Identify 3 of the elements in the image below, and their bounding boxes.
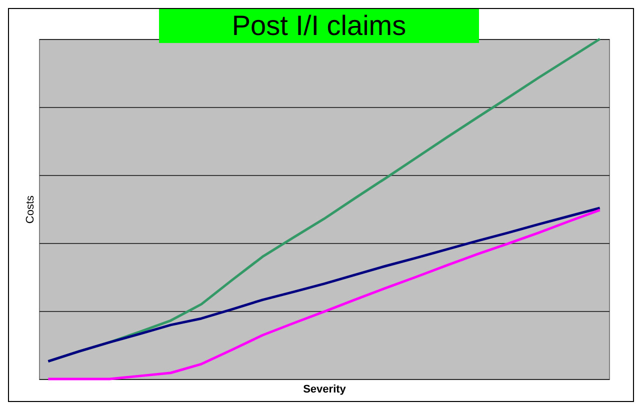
y-axis-title: Costs [24, 194, 36, 224]
x-axis-title: Severity [303, 384, 347, 396]
title-banner: Post I/I claims [159, 9, 479, 43]
